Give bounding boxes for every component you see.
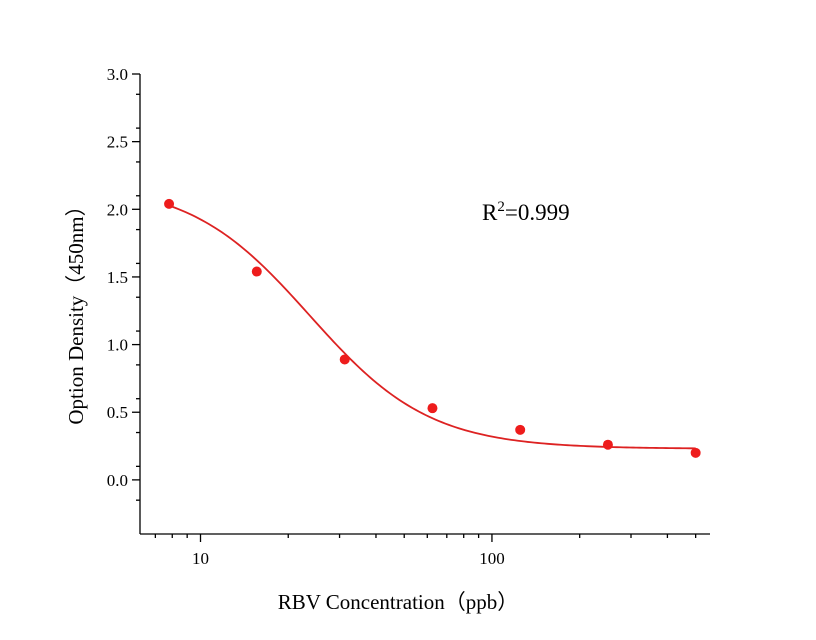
- y-tick-label: 0.5: [107, 403, 128, 422]
- y-tick-label: 3.0: [107, 65, 128, 84]
- data-points: [164, 198, 701, 458]
- data-point: [602, 439, 613, 450]
- data-point: [164, 198, 175, 209]
- axes: 0.0 0.5 1.0 1.5 2.0 2.5 3.0 10 100: [107, 65, 710, 568]
- r-squared-value: =0.999: [505, 200, 570, 225]
- y-tick-label: 2.5: [107, 133, 128, 152]
- r-squared-base: R: [482, 200, 498, 225]
- y-tick-label: 2.0: [107, 200, 128, 219]
- data-point: [251, 266, 262, 277]
- data-point: [427, 403, 438, 414]
- data-point: [515, 424, 526, 435]
- x-axis-title: RBV Concentration（ppb）: [278, 590, 519, 614]
- y-tick-label: 0.0: [107, 471, 128, 490]
- data-point: [690, 447, 701, 458]
- y-axis-title: Option Density（450nm）: [64, 195, 88, 424]
- y-tick-label: 1.5: [107, 268, 128, 287]
- r-squared-superscript: 2: [497, 199, 505, 215]
- r-squared-annotation: R2=0.999: [482, 199, 570, 225]
- x-tick-label: 100: [479, 549, 505, 568]
- x-tick-label: 10: [192, 549, 209, 568]
- data-point: [339, 354, 350, 365]
- y-tick-label: 1.0: [107, 336, 128, 355]
